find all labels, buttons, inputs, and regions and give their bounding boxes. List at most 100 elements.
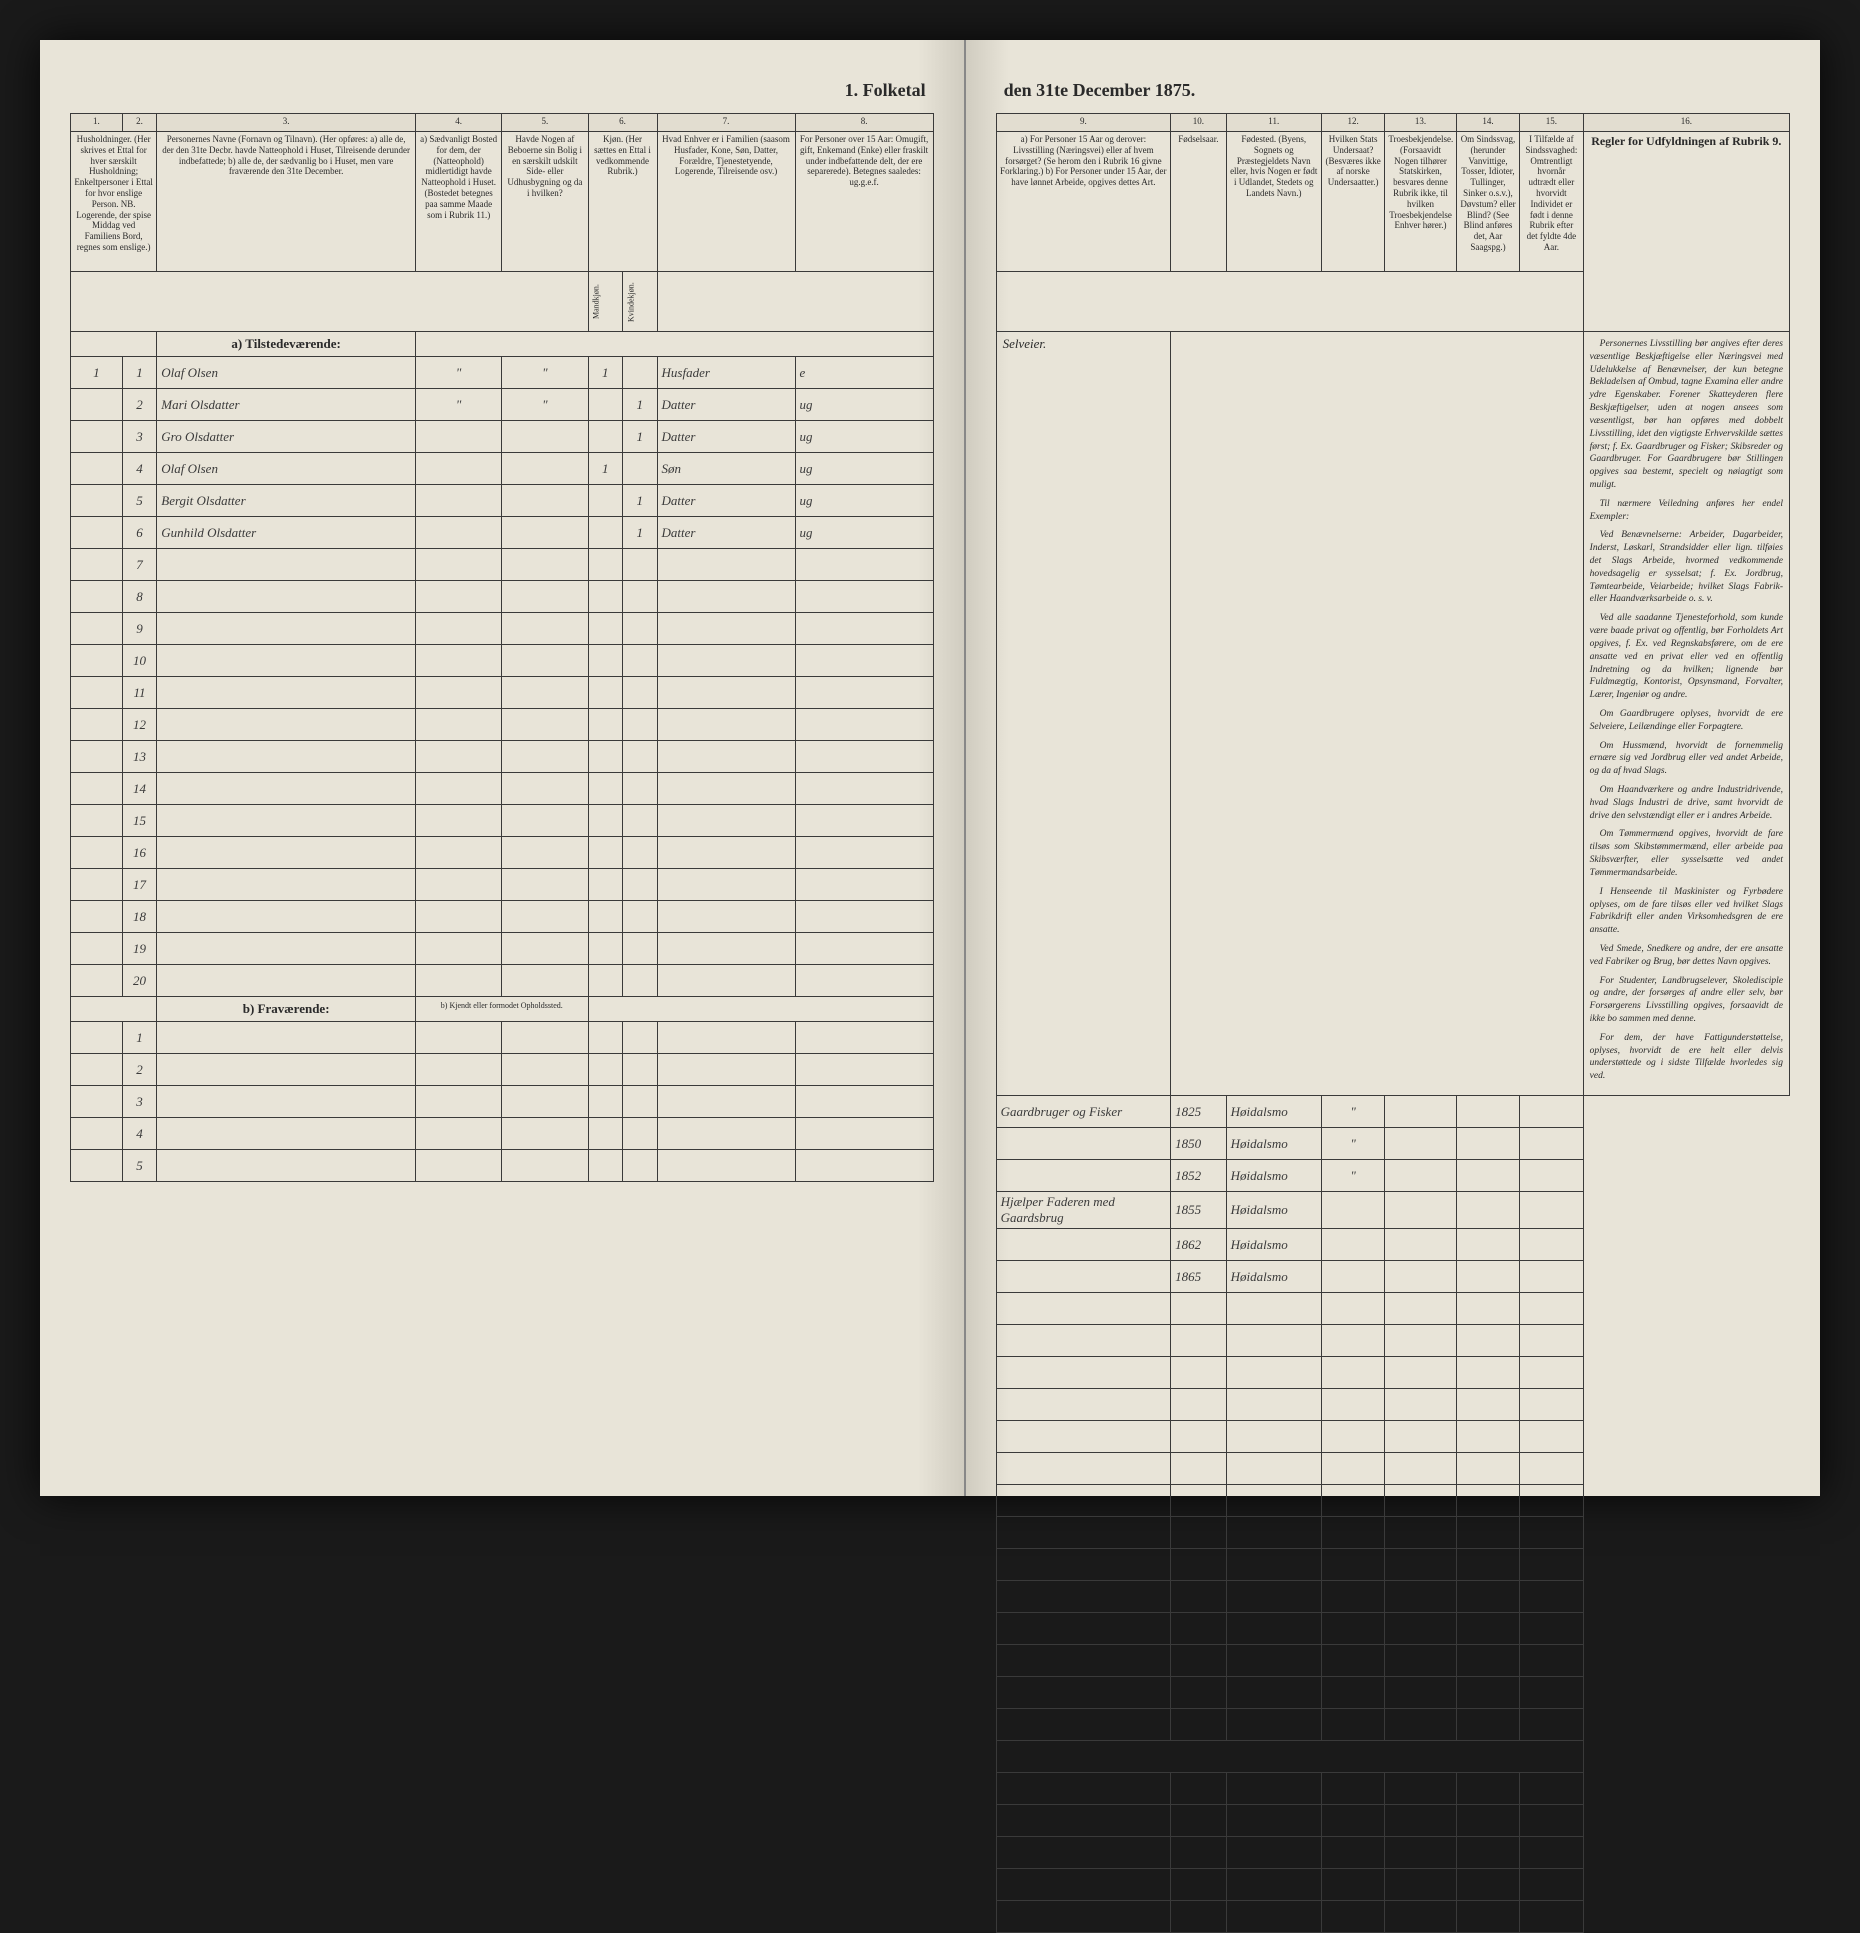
table-row	[996, 1901, 1789, 1933]
table-row	[996, 1613, 1789, 1645]
table-row: 13	[71, 741, 934, 773]
instr-p9: I Henseende til Maskinister og Fyrbødere…	[1590, 886, 1783, 937]
header-12: Hvilken Stats Undersaat? (Besværes ikke …	[1321, 132, 1384, 272]
col-6: 6.	[588, 114, 657, 132]
table-row	[996, 1805, 1789, 1837]
header-10: Fødselsaar.	[1171, 132, 1227, 272]
instr-p1: Personernes Livsstilling bør angives eft…	[1590, 338, 1783, 492]
table-row: 14	[71, 773, 934, 805]
table-row: 7	[71, 549, 934, 581]
table-row: 2Mari Olsdatter""1Datterug	[71, 389, 934, 421]
col-7: 7.	[657, 114, 795, 132]
table-row	[996, 1837, 1789, 1869]
table-row: 15	[71, 805, 934, 837]
top-note: Selveier.	[996, 332, 1171, 1096]
table-row: 1865Høidalsmo	[996, 1261, 1789, 1293]
table-row	[996, 1389, 1789, 1421]
header-11: Fødested. (Byens, Sognets og Præstegjeld…	[1226, 132, 1321, 272]
col-8: 8.	[795, 114, 933, 132]
table-row: 3Gro Olsdatter1Datterug	[71, 421, 934, 453]
col-15: 15.	[1520, 114, 1583, 132]
table-row	[996, 1645, 1789, 1677]
table-row	[996, 1549, 1789, 1581]
table-row	[996, 1869, 1789, 1901]
instr-p2: Til nærmere Veiledning anføres her endel…	[1590, 498, 1783, 524]
table-row: 17	[71, 869, 934, 901]
page-title-left: 1. Folketal	[70, 80, 934, 101]
section-b-right-label: b) Kjendt eller formodet Opholdssted.	[416, 997, 589, 1022]
header-3: Personernes Navne (Fornavn og Tilnavn). …	[157, 132, 416, 272]
header-9: a) For Personer 15 Aar og derover: Livss…	[996, 132, 1171, 272]
header-8: For Personer over 15 Aar: Omugift, gift,…	[795, 132, 933, 272]
table-row	[996, 1293, 1789, 1325]
left-page: 1. Folketal 1. 2. 3. 4. 5. 6. 7. 8. Hush…	[40, 40, 966, 1496]
instr-p4: Ved alle saadanne Tjenesteforhold, som k…	[1590, 612, 1783, 702]
table-row	[996, 1357, 1789, 1389]
table-row: 8	[71, 581, 934, 613]
header-4: a) Sædvanligt Bosted for dem, der (Natte…	[416, 132, 502, 272]
instr-p6: Om Hussmænd, hvorvidt de fornemmelig ern…	[1590, 740, 1783, 778]
table-row: 9	[71, 613, 934, 645]
table-row: 1	[71, 1022, 934, 1054]
table-row: Gaardbruger og Fisker1825Høidalsmo"	[996, 1096, 1789, 1128]
table-row	[996, 1709, 1789, 1741]
table-row: 19	[71, 933, 934, 965]
table-row: 10	[71, 645, 934, 677]
header-5: Havde Nogen af Beboerne sin Bolig i en s…	[502, 132, 588, 272]
instr-p11: For Studenter, Landbrugselever, Skoledis…	[1590, 975, 1783, 1026]
col-11: 11.	[1226, 114, 1321, 132]
table-row: 4Olaf Olsen1Sønug	[71, 453, 934, 485]
section-a-label: a) Tilstedeværende:	[157, 332, 416, 357]
header-7: Hvad Enhver er i Familien (saasom Husfad…	[657, 132, 795, 272]
table-row: 18	[71, 901, 934, 933]
header-14: Om Sindssvag, (herunder Vanvittige, Toss…	[1456, 132, 1519, 272]
census-table-right: 9. 10. 11. 12. 13. 14. 15. 16. a) For Pe…	[996, 113, 1790, 1933]
col-5: 5.	[502, 114, 588, 132]
table-row: 3	[71, 1086, 934, 1118]
table-row: 11	[71, 677, 934, 709]
col-4: 4.	[416, 114, 502, 132]
header-15: I Tilfælde af Sindssvaghed: Omtrentligt …	[1520, 132, 1583, 272]
table-row: 12	[71, 709, 934, 741]
instr-p5: Om Gaardbrugere oplyses, hvorvidt de ere…	[1590, 708, 1783, 734]
col-14: 14.	[1456, 114, 1519, 132]
table-row	[996, 1581, 1789, 1613]
table-row: 1850Høidalsmo"	[996, 1128, 1789, 1160]
table-row	[996, 1773, 1789, 1805]
instr-p10: Ved Smede, Snedkere og andre, der ere an…	[1590, 943, 1783, 969]
page-title-right: den 31te December 1875.	[996, 80, 1790, 101]
section-b-label: b) Fraværende:	[157, 997, 416, 1022]
col-12: 12.	[1321, 114, 1384, 132]
table-row: 1862Høidalsmo	[996, 1229, 1789, 1261]
header-16: Regler for Udfyldningen af Rubrik 9.	[1583, 132, 1789, 332]
instructions-panel: Personernes Livsstilling bør angives eft…	[1584, 332, 1789, 1095]
header-1: Husholdninger. (Her skrives et Ettal for…	[71, 132, 157, 272]
header-6: Kjøn. (Her sættes en Ettal i vedkommende…	[588, 132, 657, 272]
table-row: 11Olaf Olsen""1Husfadere	[71, 357, 934, 389]
table-row: 2	[71, 1054, 934, 1086]
header-6b: Kvindekjøn.	[623, 272, 658, 332]
table-row	[996, 1677, 1789, 1709]
col-1: 1.	[71, 114, 123, 132]
col-3: 3.	[157, 114, 416, 132]
table-row: 16	[71, 837, 934, 869]
table-row: 1852Høidalsmo"	[996, 1160, 1789, 1192]
right-page: den 31te December 1875. 9. 10. 11. 12. 1…	[966, 40, 1820, 1496]
instr-p3: Ved Benævnelserne: Arbeider, Dagarbeider…	[1590, 529, 1783, 606]
census-book: 1. Folketal 1. 2. 3. 4. 5. 6. 7. 8. Hush…	[40, 40, 1820, 1496]
header-6a: Mandkjøn.	[588, 272, 623, 332]
instr-p12: For dem, der have Fattigunderstøttelse, …	[1590, 1032, 1783, 1083]
header-13: Troesbekjendelse. (Forsaavidt Nogen tilh…	[1385, 132, 1456, 272]
table-row	[996, 1453, 1789, 1485]
table-row: 5Bergit Olsdatter1Datterug	[71, 485, 934, 517]
col-10: 10.	[1171, 114, 1227, 132]
instr-p8: Om Tømmermænd opgives, hvorvidt de fare …	[1590, 828, 1783, 879]
table-row: Hjælper Faderen med Gaardsbrug1855Høidal…	[996, 1192, 1789, 1229]
table-row	[996, 1421, 1789, 1453]
col-2: 2.	[122, 114, 157, 132]
census-table-left: 1. 2. 3. 4. 5. 6. 7. 8. Husholdninger. (…	[70, 113, 934, 1182]
table-row	[996, 1325, 1789, 1357]
table-row: 20	[71, 965, 934, 997]
col-16: 16.	[1583, 114, 1789, 132]
table-row: 6Gunhild Olsdatter1Datterug	[71, 517, 934, 549]
